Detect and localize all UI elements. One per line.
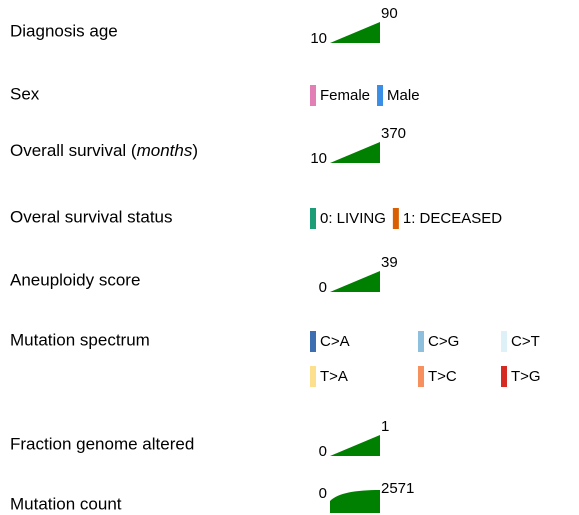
range-wedge: [330, 142, 380, 163]
row-label-part: months: [137, 141, 193, 160]
legend-swatch: [418, 331, 424, 352]
legend-item-label: Female: [320, 87, 370, 104]
legend-swatch: [377, 85, 384, 106]
row-label: Mutation spectrum: [10, 330, 150, 349]
legend-item-label: C>T: [511, 333, 540, 350]
row-label: Sex: [10, 84, 40, 103]
range-min: 10: [310, 150, 327, 167]
row-label: Aneuploidy score: [10, 270, 140, 289]
range-min: 10: [310, 30, 327, 47]
legend-swatch: [310, 208, 316, 229]
legend-swatch: [392, 208, 399, 229]
legend-item-label: 0: LIVING: [320, 210, 386, 227]
row-label-part: ): [192, 141, 198, 160]
legend-swatch: [418, 366, 424, 387]
row-label-part: Overall survival (: [10, 141, 137, 160]
legend-item-label: T>G: [511, 368, 541, 385]
legend-item-label: T>A: [320, 368, 348, 385]
range-max: 2571: [381, 480, 414, 497]
legend-item-label: T>C: [428, 368, 457, 385]
legend-item-label: Male: [387, 87, 420, 104]
legend-swatch: [310, 331, 316, 352]
range-max: 1: [381, 418, 389, 435]
legend-swatch: [501, 331, 507, 352]
range-min: 0: [319, 443, 327, 460]
range-wedge: [330, 435, 380, 456]
range-max: 90: [381, 5, 398, 22]
range-wedge: [330, 271, 380, 292]
row-label: Mutation count: [10, 494, 122, 513]
range-wedge: [330, 490, 380, 513]
row-label: Overal survival status: [10, 207, 173, 226]
range-wedge: [330, 22, 380, 43]
row-label: Diagnosis age: [10, 21, 118, 40]
legend-swatch: [310, 85, 316, 106]
legend-item-label: C>G: [428, 333, 459, 350]
legend-item-label: C>A: [320, 333, 350, 350]
range-min: 0: [319, 485, 327, 502]
range-max: 370: [381, 125, 406, 142]
range-max: 39: [381, 254, 398, 271]
row-label: Overall survival (months): [10, 141, 198, 160]
legend-swatch: [501, 366, 507, 387]
legend-item-label: 1: DECEASED: [403, 210, 502, 227]
range-min: 0: [319, 279, 327, 296]
legend-swatch: [310, 366, 316, 387]
row-label: Fraction genome altered: [10, 434, 194, 453]
